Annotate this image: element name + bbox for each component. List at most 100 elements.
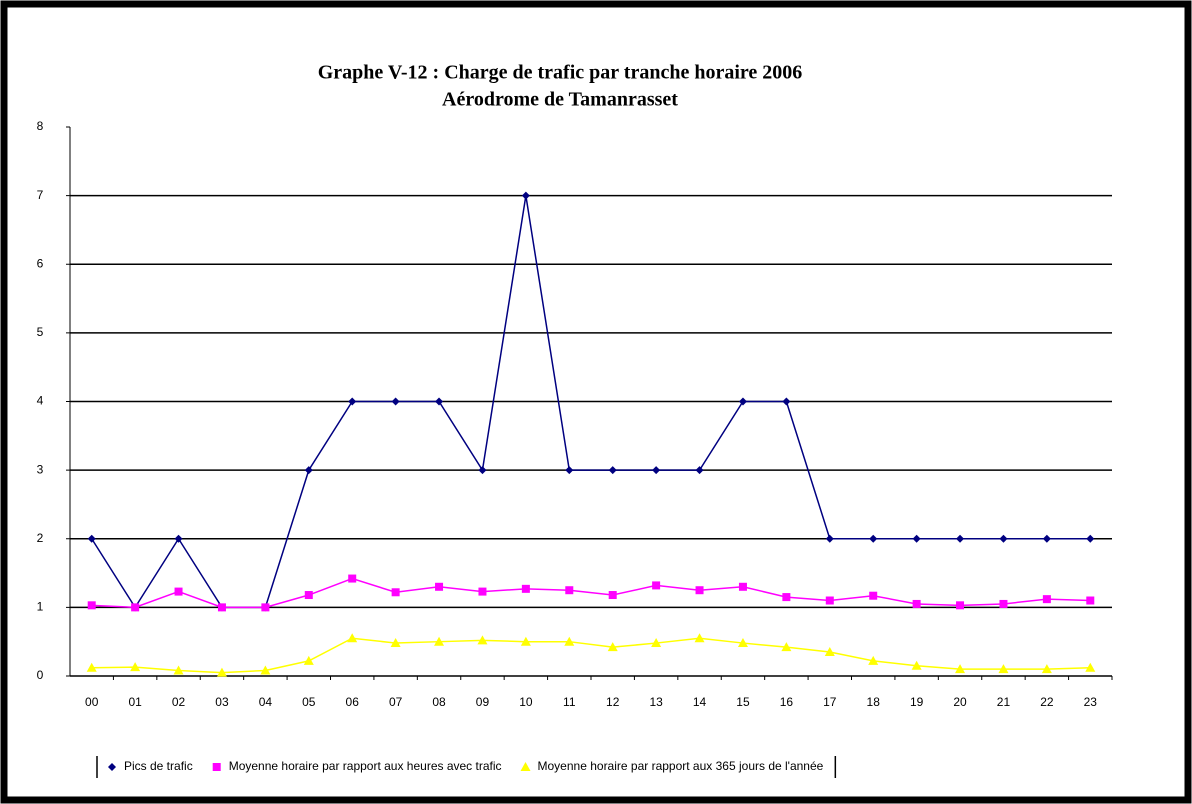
point bbox=[260, 665, 271, 675]
point bbox=[1086, 596, 1095, 605]
x-tick-label: 04 bbox=[259, 695, 273, 709]
legend-marker bbox=[520, 762, 531, 771]
point bbox=[434, 636, 445, 646]
point bbox=[868, 655, 879, 665]
legend-label: Pics de trafic bbox=[124, 759, 193, 773]
chart-subtitle: Aérodrome de Tamanrasset bbox=[442, 89, 678, 111]
y-tick-label: 1 bbox=[37, 600, 44, 614]
y-tick-label: 8 bbox=[37, 119, 44, 133]
point bbox=[738, 397, 747, 406]
x-tick-label: 21 bbox=[997, 695, 1011, 709]
point bbox=[781, 642, 792, 652]
point bbox=[348, 574, 357, 583]
point bbox=[607, 642, 618, 652]
x-tick-label: 07 bbox=[389, 695, 403, 709]
point bbox=[738, 582, 747, 591]
x-tick-label: 00 bbox=[85, 695, 99, 709]
point bbox=[737, 638, 748, 648]
x-tick-label: 15 bbox=[736, 695, 750, 709]
point bbox=[998, 664, 1009, 674]
x-tick-label: 18 bbox=[867, 695, 881, 709]
y-tick-label: 0 bbox=[37, 668, 44, 682]
point bbox=[174, 587, 183, 596]
point bbox=[608, 466, 617, 475]
point bbox=[261, 603, 270, 612]
point bbox=[391, 588, 400, 597]
point bbox=[912, 599, 921, 608]
point bbox=[304, 591, 313, 600]
legend-marker bbox=[108, 763, 116, 771]
point bbox=[564, 636, 575, 646]
legend-label: Moyenne horaire par rapport aux 365 jour… bbox=[538, 759, 824, 773]
y-tick-label: 2 bbox=[37, 531, 44, 545]
y-tick-label: 3 bbox=[37, 462, 44, 476]
point bbox=[174, 534, 183, 543]
point bbox=[565, 586, 574, 595]
series-line bbox=[91, 637, 1091, 674]
point bbox=[608, 591, 617, 600]
point bbox=[477, 635, 488, 645]
point bbox=[390, 638, 401, 648]
point bbox=[652, 466, 661, 475]
x-tick-label: 09 bbox=[476, 695, 490, 709]
point bbox=[999, 534, 1008, 543]
point bbox=[1085, 662, 1096, 672]
x-tick-label: 05 bbox=[302, 695, 316, 709]
point bbox=[695, 466, 704, 475]
legend-marker bbox=[212, 763, 221, 771]
point bbox=[435, 397, 444, 406]
point bbox=[1086, 534, 1095, 543]
point bbox=[651, 638, 662, 648]
x-tick-label: 13 bbox=[649, 695, 663, 709]
point bbox=[782, 397, 791, 406]
x-tick-label: 16 bbox=[780, 695, 794, 709]
x-tick-label: 17 bbox=[823, 695, 837, 709]
y-tick-label: 4 bbox=[37, 394, 44, 408]
x-tick-label: 06 bbox=[346, 695, 360, 709]
chart-title: Graphe V-12 : Charge de trafic par tranc… bbox=[318, 62, 803, 84]
point bbox=[521, 191, 530, 200]
point bbox=[217, 603, 226, 612]
point bbox=[130, 662, 141, 672]
point bbox=[956, 601, 965, 610]
point bbox=[912, 534, 921, 543]
point bbox=[87, 601, 96, 610]
x-tick-label: 12 bbox=[606, 695, 620, 709]
point bbox=[652, 581, 661, 590]
x-tick-label: 20 bbox=[953, 695, 967, 709]
point bbox=[478, 466, 487, 475]
point bbox=[911, 660, 922, 670]
x-tick-label: 14 bbox=[693, 695, 707, 709]
y-tick-label: 7 bbox=[37, 188, 44, 202]
point bbox=[216, 667, 227, 677]
series-line bbox=[91, 577, 1091, 609]
point bbox=[391, 397, 400, 406]
point bbox=[478, 587, 487, 596]
point bbox=[348, 397, 357, 406]
point bbox=[955, 664, 966, 674]
point bbox=[347, 633, 358, 643]
y-tick-label: 5 bbox=[37, 325, 44, 339]
point bbox=[1042, 534, 1051, 543]
point bbox=[869, 534, 878, 543]
point bbox=[131, 603, 140, 612]
x-tick-label: 08 bbox=[432, 695, 446, 709]
point bbox=[87, 534, 96, 543]
point bbox=[824, 646, 835, 656]
point bbox=[521, 584, 530, 593]
legend-label: Moyenne horaire par rapport aux heures a… bbox=[229, 759, 502, 773]
x-tick-label: 22 bbox=[1040, 695, 1054, 709]
x-tick-label: 19 bbox=[910, 695, 924, 709]
point bbox=[520, 636, 531, 646]
point bbox=[86, 662, 97, 672]
point bbox=[782, 593, 791, 602]
point bbox=[1042, 595, 1051, 604]
point bbox=[1041, 664, 1052, 674]
point bbox=[999, 599, 1008, 608]
x-tick-label: 11 bbox=[563, 695, 576, 709]
x-tick-label: 01 bbox=[128, 695, 142, 709]
point bbox=[173, 665, 184, 675]
x-tick-label: 10 bbox=[519, 695, 533, 709]
